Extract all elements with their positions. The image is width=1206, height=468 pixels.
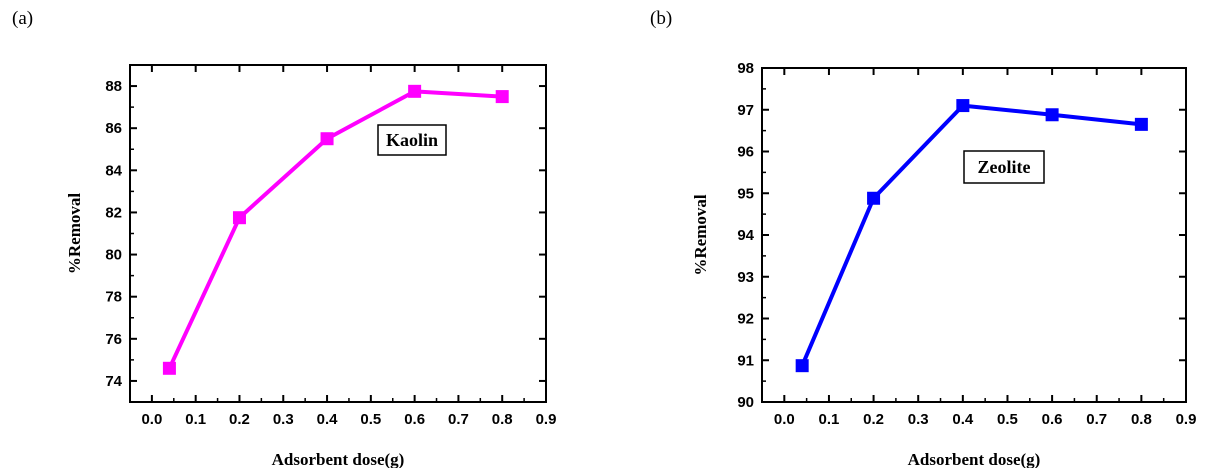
x-tick-label: 0.0 <box>141 411 162 428</box>
y-tick-label: 90 <box>737 394 754 411</box>
y-axis-title: %Removal <box>691 194 710 275</box>
x-tick-label: 0.4 <box>952 411 974 428</box>
x-tick-label: 0.3 <box>273 411 294 428</box>
x-tick-label: 0.6 <box>404 411 425 428</box>
chart-panel-b: (b) 0.0 0.1 0.2 0.3 0.4 0.5 0.6 0.7 0.8 0.9 90 91 92 9… <box>650 8 1196 468</box>
x-tick-label: 0.8 <box>492 411 513 428</box>
annotation-label: Kaolin <box>386 130 438 150</box>
x-tick-label: 0.7 <box>448 411 469 428</box>
y-tick-label: 92 <box>737 311 754 328</box>
series-line <box>800 103 1142 367</box>
annotation-label: Zeolite <box>978 157 1031 177</box>
y-tick-label: 93 <box>737 269 754 286</box>
panel-label: (b) <box>650 8 672 29</box>
data-point-marker <box>795 359 809 373</box>
y-tick-label: 78 <box>105 289 122 306</box>
y-tick-label: 84 <box>105 162 122 179</box>
y-tick-label: 98 <box>737 60 754 77</box>
x-tick-label: 0.8 <box>1131 411 1152 428</box>
data-point-marker <box>1134 117 1148 131</box>
x-tick-label: 0.2 <box>229 411 250 428</box>
y-tick-label: 88 <box>105 78 122 95</box>
y-axis-title: %Removal <box>65 193 84 274</box>
x-tick-label: 0.4 <box>317 411 339 428</box>
x-tick-label: 0.2 <box>863 411 884 428</box>
data-point-marker <box>408 84 422 98</box>
panel-label: (a) <box>12 8 33 29</box>
data-point-marker <box>867 191 881 205</box>
x-tick-label: 0.1 <box>185 411 206 428</box>
x-tick-label: 0.7 <box>1086 411 1107 428</box>
y-tick-label: 86 <box>105 120 122 137</box>
x-tick-label: 0.5 <box>997 411 1018 428</box>
data-point-marker <box>232 211 246 225</box>
annotation-box <box>377 124 447 156</box>
y-tick-label: 82 <box>105 204 122 221</box>
y-tick-label: 74 <box>105 373 122 390</box>
data-point-marker <box>320 132 334 146</box>
y-tick-label: 95 <box>737 185 754 202</box>
y-tick-label: 91 <box>737 352 754 369</box>
series-line <box>167 89 503 370</box>
x-tick-label: 0.5 <box>360 411 381 428</box>
y-tick-label: 80 <box>105 247 122 264</box>
x-tick-label: 0.3 <box>908 411 929 428</box>
y-tick-label: 94 <box>737 227 754 244</box>
x-axis-title: Adsorbent dose(g) <box>908 450 1041 468</box>
annotation-box <box>963 150 1045 184</box>
x-tick-label: 0.6 <box>1042 411 1063 428</box>
data-point-marker <box>495 90 509 104</box>
y-tick-label: 97 <box>737 102 754 119</box>
chart-panel-a: (a) 0.0 0.1 0.2 0.3 0.4 0.5 0.6 0.7 0.8 0.9 74 76 78 8… <box>12 8 556 468</box>
x-tick-label: 0.9 <box>1176 411 1197 428</box>
x-tick-label: 0.9 <box>536 411 557 428</box>
data-point-marker <box>956 99 970 113</box>
x-axis-title: Adsorbent dose(g) <box>272 450 405 468</box>
plot-frame <box>129 64 547 403</box>
x-tick-label: 0.0 <box>774 411 795 428</box>
x-tick-label: 0.1 <box>819 411 840 428</box>
y-tick-label: 96 <box>737 144 754 161</box>
plot-frame <box>761 67 1187 403</box>
data-point-marker <box>162 361 176 375</box>
y-tick-label: 76 <box>105 331 122 348</box>
data-point-marker <box>1045 108 1059 122</box>
